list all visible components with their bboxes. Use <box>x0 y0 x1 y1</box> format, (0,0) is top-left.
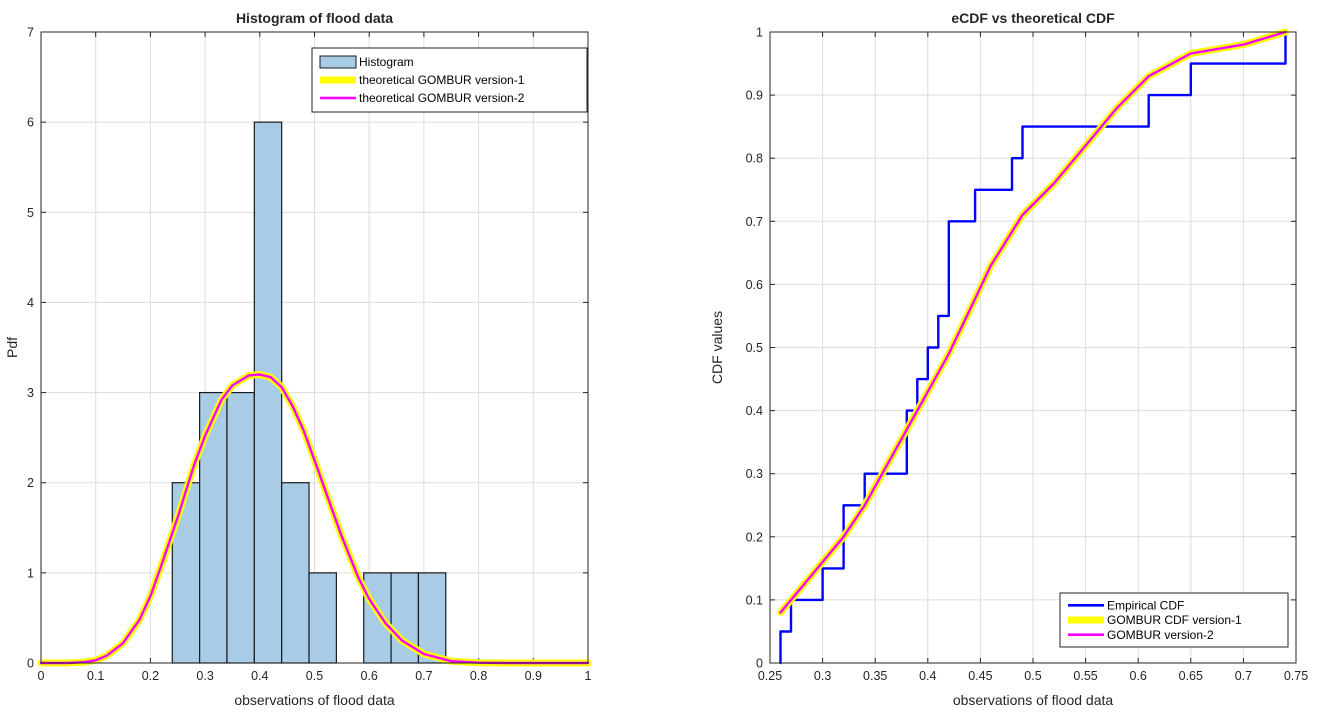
y-axis-label: Pdf <box>4 337 20 358</box>
x-tick-label: 0.55 <box>1073 669 1097 683</box>
y-tick-label: 4 <box>27 296 34 310</box>
legend-label: GOMBUR version-2 <box>1107 628 1214 642</box>
y-tick-label: 2 <box>27 476 34 490</box>
chart-1: 0 0.1 0.2 0.3 0.4 0.5 0.6 0.7 0.8 0.9 1 0 1 2 3 4 5 6 7 His… <box>4 10 592 708</box>
y-tick-label: 5 <box>27 206 34 220</box>
legend-label: Empirical CDF <box>1107 599 1184 613</box>
histogram-bar <box>281 482 310 664</box>
chart-title: eCDF vs theoretical CDF <box>951 10 1115 26</box>
y-tick-label: 0.1 <box>746 593 763 607</box>
x-tick-label: 0.25 <box>758 669 782 683</box>
y-tick-label: 7 <box>27 26 34 40</box>
x-tick-label: 0.3 <box>814 669 831 683</box>
y-tick-label: 0 <box>27 657 34 671</box>
x-tick-label: 0.1 <box>87 669 104 683</box>
y-tick-label: 0.4 <box>746 404 763 418</box>
series-line-theoretical-gombur-version-2 <box>39 373 590 665</box>
x-tick-label: 0.6 <box>361 669 378 683</box>
histogram-bar <box>417 572 447 664</box>
histogram-bar <box>226 391 255 664</box>
legend-swatch <box>319 55 357 69</box>
x-tick-label: 0.45 <box>968 669 992 683</box>
y-tick-label: 0.6 <box>746 278 763 292</box>
y-tick-label: 0.2 <box>746 530 763 544</box>
histogram-bar <box>308 572 337 664</box>
x-tick-label: 0.5 <box>1024 669 1041 683</box>
y-tick-label: 1 <box>27 566 34 580</box>
x-tick-label: 0.6 <box>1130 669 1147 683</box>
x-tick-label: 0.7 <box>415 669 432 683</box>
x-tick-label: 0.75 <box>1284 669 1308 683</box>
y-tick-label: 0.5 <box>746 341 763 355</box>
x-tick-label: 0.35 <box>863 669 887 683</box>
x-tick-label: 0.65 <box>1179 669 1203 683</box>
legend-label: GOMBUR CDF version-1 <box>1107 613 1242 627</box>
y-tick-label: 0.8 <box>746 152 763 166</box>
legend-box <box>311 47 588 113</box>
x-tick-label: 0.4 <box>919 669 936 683</box>
x-tick-label: 1 <box>585 669 592 683</box>
x-axis-label: observations of flood data <box>953 692 1114 708</box>
chart-2: 0.25 0.3 0.35 0.4 0.45 0.5 0.55 0.6 0.65 0.7 0.75 0… <box>709 10 1308 708</box>
y-tick-label: 0 <box>756 657 763 671</box>
y-tick-label: 1 <box>756 26 763 40</box>
legend-label: Histogram <box>359 55 414 69</box>
axes-box <box>40 31 589 664</box>
histogram-bar <box>253 121 283 664</box>
histogram-bar <box>171 482 201 664</box>
histogram-bar <box>363 572 392 664</box>
x-tick-label: 0.9 <box>525 669 542 683</box>
x-tick-label: 0 <box>38 669 45 683</box>
x-axis-label: observations of flood data <box>234 692 395 708</box>
y-tick-label: 0.7 <box>746 215 763 229</box>
chart-title: Histogram of flood data <box>236 10 393 26</box>
y-tick-label: 0.3 <box>746 467 763 481</box>
x-tick-label: 0.3 <box>196 669 213 683</box>
x-tick-label: 0.8 <box>470 669 487 683</box>
y-tick-label: 6 <box>27 116 34 130</box>
legend: Histogram theoretical GOMBUR version-1 the… <box>311 47 588 113</box>
y-tick-label: 3 <box>27 386 34 400</box>
series-line-gombur-version-2 <box>779 30 1287 614</box>
series-line-empirical-cdf <box>779 30 1287 665</box>
x-tick-label: 0.7 <box>1235 669 1252 683</box>
y-tick-label: 0.9 <box>746 89 763 103</box>
x-tick-label: 0.5 <box>306 669 323 683</box>
legend-label: theoretical GOMBUR version-1 <box>359 73 525 87</box>
x-tick-label: 0.4 <box>251 669 268 683</box>
axes-box <box>769 31 1297 664</box>
legend-label: theoretical GOMBUR version-2 <box>359 91 525 105</box>
y-axis-label: CDF values <box>709 311 725 384</box>
x-tick-label: 0.2 <box>142 669 159 683</box>
